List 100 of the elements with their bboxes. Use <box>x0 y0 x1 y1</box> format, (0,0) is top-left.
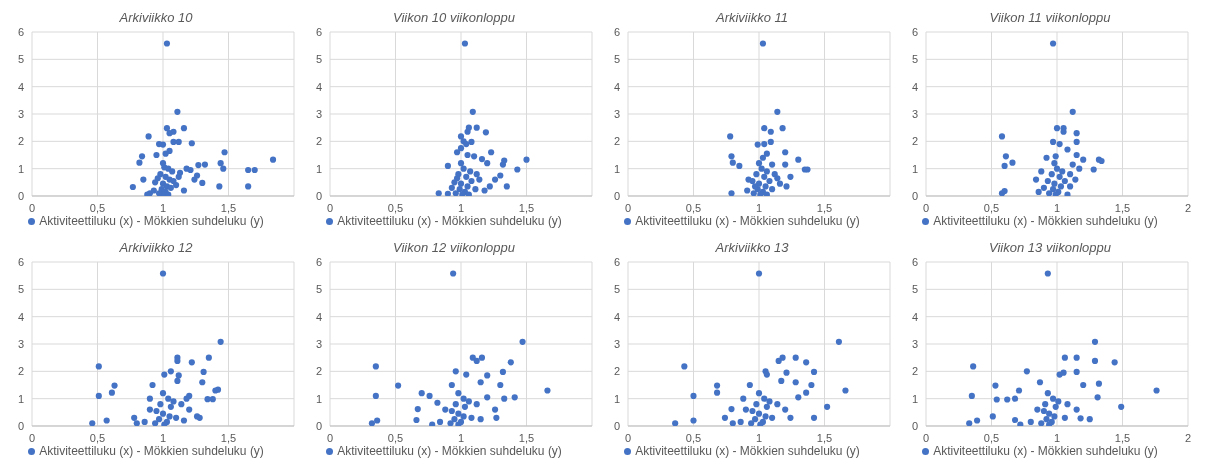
point <box>463 173 470 180</box>
x-tick-label: 0 <box>28 431 36 444</box>
point <box>1042 401 1049 408</box>
point <box>769 414 776 421</box>
point <box>783 369 790 376</box>
point <box>1072 176 1079 183</box>
point <box>103 417 110 424</box>
point <box>810 414 818 421</box>
y-tick-label: 1 <box>315 392 322 405</box>
x-tick-label: 1,5 <box>518 431 535 444</box>
point <box>217 160 224 167</box>
point <box>191 176 198 183</box>
point <box>835 338 842 345</box>
point <box>464 151 471 159</box>
point <box>1044 177 1051 185</box>
point <box>1080 156 1087 163</box>
point <box>131 414 138 421</box>
point <box>795 156 802 163</box>
y-tick-label: 2 <box>315 135 322 148</box>
point <box>544 387 551 394</box>
point <box>200 368 207 375</box>
legend-label: Aktiviteettiluku (x) - Mökkien suhdeluku (y) <box>337 444 562 458</box>
point <box>810 368 818 375</box>
point <box>792 354 799 361</box>
point <box>468 138 475 145</box>
point <box>782 161 789 168</box>
point <box>778 377 785 384</box>
point <box>974 417 981 424</box>
point <box>453 149 461 156</box>
y-tick-label: 4 <box>911 80 918 93</box>
point <box>713 389 721 396</box>
point <box>436 418 444 425</box>
point <box>728 405 735 413</box>
point <box>1046 410 1053 417</box>
point <box>108 389 115 396</box>
point <box>414 405 421 413</box>
point <box>170 138 177 145</box>
point <box>736 162 743 170</box>
y-tick-label: 2 <box>911 365 918 378</box>
point <box>1040 184 1047 191</box>
y-tick-label: 0 <box>613 189 620 202</box>
y-tick-label: 1 <box>911 162 918 175</box>
y-tick-label: 1 <box>613 392 620 405</box>
point <box>150 187 157 194</box>
x-tick-label: 0,5 <box>685 201 702 214</box>
point <box>795 394 802 401</box>
y-tick-label: 4 <box>315 80 322 93</box>
x-tick-label: 0 <box>922 201 930 214</box>
point <box>173 181 180 189</box>
point <box>460 413 467 420</box>
point <box>429 421 436 426</box>
point <box>779 125 786 132</box>
point <box>455 390 462 397</box>
point <box>444 162 451 170</box>
point <box>166 413 173 420</box>
chart-title: Viikon 11 viikonloppu <box>989 10 1111 25</box>
x-tick-label: 0,5 <box>89 431 106 444</box>
x-tick-label: 0 <box>624 431 632 444</box>
point <box>468 414 475 421</box>
point <box>769 186 776 193</box>
point <box>175 372 182 379</box>
point <box>1073 138 1080 145</box>
point <box>488 149 495 156</box>
point <box>774 401 781 408</box>
point <box>1004 396 1011 403</box>
point <box>269 156 277 163</box>
point <box>159 410 167 417</box>
point <box>473 357 480 365</box>
y-tick-label: 3 <box>315 337 322 350</box>
point <box>457 133 465 140</box>
point <box>460 165 467 172</box>
chart-title: Arkiviikko 13 <box>715 240 789 255</box>
point <box>477 379 484 386</box>
y-tick-label: 4 <box>17 80 24 93</box>
point <box>1043 154 1050 161</box>
y-tick-label: 1 <box>911 392 918 405</box>
point <box>1002 153 1009 160</box>
x-tick-label: 1 <box>457 201 465 214</box>
y-tick-label: 1 <box>315 162 322 175</box>
point <box>478 156 486 163</box>
point <box>1057 183 1065 190</box>
point <box>775 357 782 365</box>
y-tick-label: 5 <box>911 53 918 66</box>
point <box>195 162 202 169</box>
point <box>1051 180 1058 187</box>
x-tick-label: 0 <box>28 201 36 214</box>
x-tick-label: 1,5 <box>518 201 535 214</box>
point <box>808 381 815 389</box>
point <box>477 416 484 423</box>
y-tick-label: 6 <box>315 255 322 268</box>
point <box>1049 186 1057 193</box>
point <box>442 406 449 413</box>
point <box>457 145 465 152</box>
point <box>754 141 761 148</box>
point <box>491 176 499 183</box>
point <box>728 153 735 160</box>
y-tick-label: 3 <box>613 107 620 120</box>
point <box>1094 394 1101 401</box>
point <box>372 363 379 370</box>
y-tick-label: 4 <box>613 80 620 93</box>
